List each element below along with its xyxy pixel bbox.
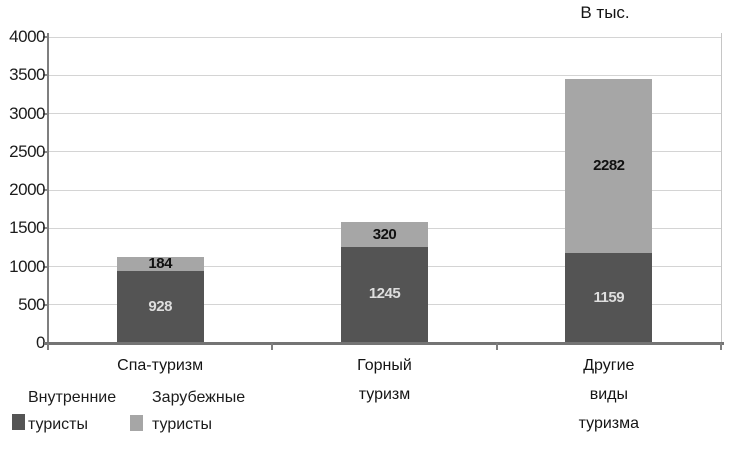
y-axis-label: 3000	[9, 103, 45, 123]
y-axis-tick	[43, 112, 48, 115]
gridline	[48, 36, 721, 38]
x-axis-category-label: Горный туризм	[305, 351, 465, 409]
y-axis-tick	[43, 303, 48, 306]
bar-value-label: 184	[148, 254, 172, 272]
y-axis-tick	[43, 189, 48, 191]
legend-item-foreign-tourists: Зарубежные туристы	[152, 384, 245, 438]
x-axis-tick	[47, 343, 49, 350]
legend-swatch-domestic-tourists	[12, 414, 25, 430]
bar-segment-domestic	[116, 271, 204, 342]
legend-item-domestic-tourists: Внутренние туристы	[28, 384, 116, 438]
bar-value-label: 1245	[368, 285, 401, 303]
gridline	[48, 113, 721, 114]
y-axis-label: 1500	[9, 218, 45, 238]
bar-segment-foreign	[341, 222, 428, 247]
gridline	[48, 151, 721, 153]
y-axis-label: 4000	[9, 27, 45, 46]
y-axis-tick	[43, 265, 48, 268]
x-axis-tick	[720, 343, 722, 350]
y-axis-label: 2000	[9, 180, 45, 199]
x-axis-category-line: туризма	[578, 415, 640, 432]
x-axis-tick	[495, 343, 498, 350]
y-axis-tick	[43, 74, 48, 77]
legend-label-line: туристы	[28, 416, 88, 433]
bar-value-label: 928	[148, 297, 172, 315]
bar-value-label: 2282	[593, 157, 625, 175]
bar-value-label: 320	[372, 225, 397, 243]
y-axis-tick	[43, 36, 48, 38]
bar-segment-foreign	[565, 78, 653, 254]
x-axis-category-line: Другие	[583, 357, 635, 374]
x-axis-tick	[271, 343, 274, 350]
gridline	[48, 189, 721, 191]
x-axis-category-line: Спа-туризм	[117, 357, 204, 374]
x-axis-line	[44, 342, 724, 345]
gridline	[48, 74, 721, 76]
plot-right-border	[721, 33, 722, 343]
x-axis-category-label: Другие виды туризма	[529, 351, 689, 438]
legend-label-line: Зарубежные	[152, 389, 246, 406]
bar-segment-foreign	[116, 256, 204, 271]
legend-label-line: туристы	[152, 416, 212, 433]
chart-unit-label: В тыс.	[580, 3, 630, 22]
bar-segment-domestic	[341, 246, 428, 342]
legend-label-line: Внутренние	[28, 389, 117, 406]
x-axis-category-line: Горный	[357, 357, 412, 374]
y-axis-label: 2500	[9, 141, 45, 161]
y-axis-label: 3500	[9, 65, 45, 85]
x-axis-category-label: Спа-туризм	[80, 351, 240, 380]
y-axis-tick	[43, 227, 48, 230]
y-axis-line	[47, 33, 49, 343]
y-axis-tick	[43, 150, 48, 153]
y-axis-label: 1000	[9, 256, 45, 276]
bar-value-label: 1159	[593, 288, 625, 306]
bar-segment-domestic	[565, 253, 653, 342]
y-axis-label: 500	[18, 294, 45, 314]
y-axis-label: 0	[36, 333, 45, 352]
x-axis-category-line: туризм	[358, 386, 411, 403]
x-axis-category-line: виды	[589, 386, 628, 403]
legend-swatch-foreign-tourists	[130, 415, 143, 431]
